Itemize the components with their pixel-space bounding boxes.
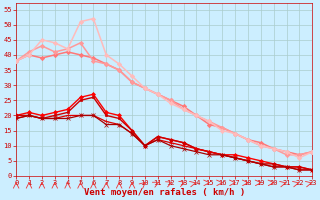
X-axis label: Vent moyen/en rafales ( km/h ): Vent moyen/en rafales ( km/h ) (84, 188, 245, 197)
